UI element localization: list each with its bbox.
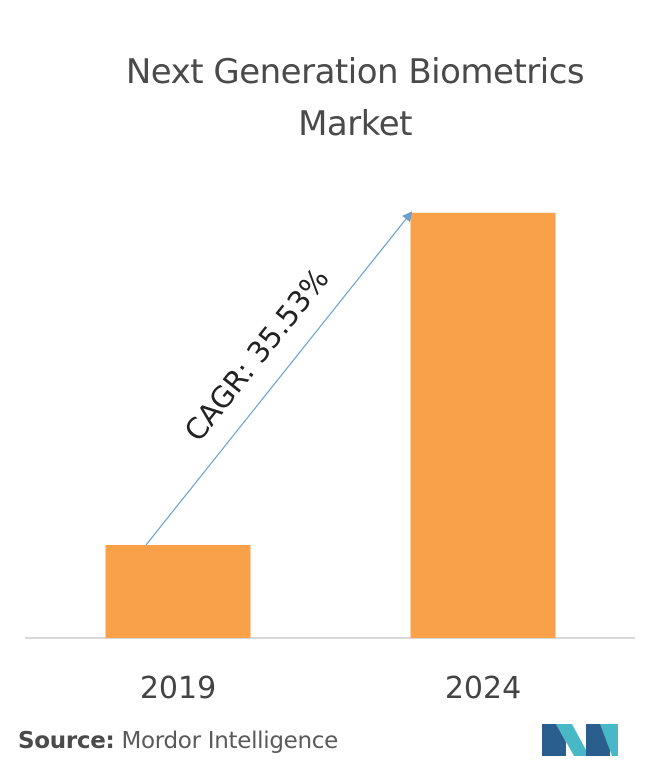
cagr-arrow xyxy=(145,211,413,546)
chart-title-line-1: Next Generation Biometrics xyxy=(125,52,585,92)
chart-title-line-2: Market xyxy=(298,104,412,144)
chart-title: Next Generation Biometrics Market xyxy=(70,46,640,150)
cagr-annotation: CAGR: 35.53% xyxy=(178,262,336,448)
x-tick-labels: 2019 2024 xyxy=(140,671,521,706)
x-tick-label-2024: 2024 xyxy=(445,671,521,706)
source-text: Mordor Intelligence xyxy=(121,728,338,754)
mordor-intelligence-logo-icon xyxy=(542,724,618,756)
bar-2019 xyxy=(105,544,251,638)
source-label: Source: xyxy=(18,728,115,754)
bar-2024 xyxy=(410,212,556,638)
source-note: Source: Mordor Intelligence xyxy=(18,728,338,754)
bars-group xyxy=(105,212,556,638)
x-tick-label-2019: 2019 xyxy=(140,671,216,706)
